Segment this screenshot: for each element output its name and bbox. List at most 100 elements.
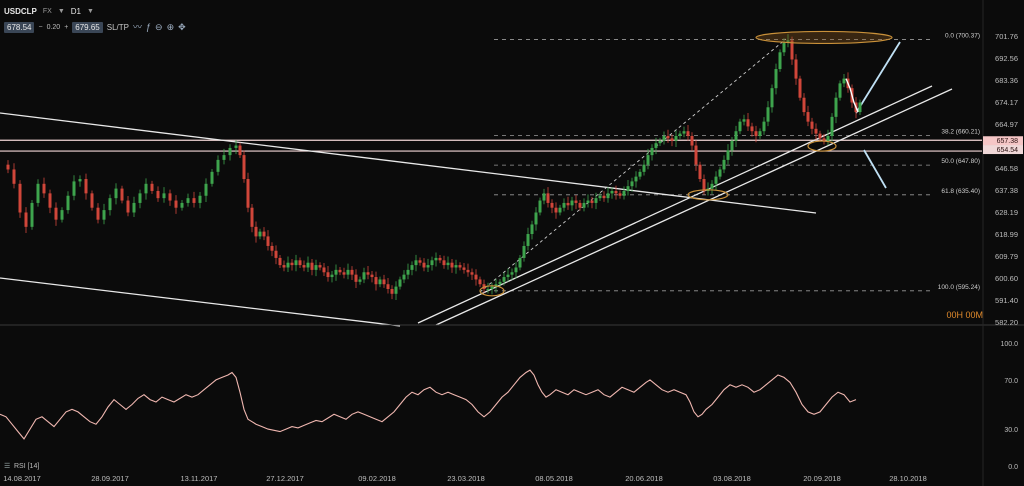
candle-body (204, 183, 208, 196)
candle-body (570, 200, 574, 206)
candle-body (474, 274, 478, 280)
rsi-tick-label: 30.0 (1004, 427, 1018, 434)
zoom-out-icon[interactable]: ⊖ (155, 22, 163, 32)
trade-row: 678.54 − 0.20 + 679.65 SL/TP 〰 ƒ ⊖ ⊕ ✥ (4, 21, 186, 34)
candle-body (126, 200, 130, 213)
candle-body (378, 279, 382, 285)
candle-body (614, 190, 618, 194)
price-tick-label: 628.19 (995, 208, 1018, 217)
instrument-toolbar: USDCLP FX ▼ D1 ▼ 678.54 − 0.20 + 679.65 … (4, 5, 186, 35)
candle-body (138, 193, 142, 203)
candle-body (48, 193, 52, 208)
symbol-name[interactable]: USDCLP (4, 7, 37, 16)
candle-body (102, 210, 106, 220)
candle-body (406, 269, 410, 275)
candle-body (366, 272, 370, 275)
ask-price-button[interactable]: 679.65 (72, 22, 103, 33)
candle-body (858, 102, 862, 113)
candle-body (750, 126, 754, 132)
candle-body (84, 179, 88, 194)
rsi-tick-label: 70.0 (1004, 378, 1018, 385)
indicator-icon[interactable]: ƒ (146, 22, 152, 32)
candle-body (302, 265, 306, 268)
candle-body (630, 181, 634, 187)
candle-body (826, 135, 830, 141)
candle-body (438, 257, 442, 261)
line-chart-icon[interactable]: 〰 (132, 22, 142, 32)
low-highlight-ellipse (479, 285, 505, 297)
candle-body (678, 133, 682, 136)
candle-body (216, 159, 220, 172)
candle-body (12, 169, 16, 184)
candle-body (746, 119, 750, 127)
zoom-in-icon[interactable]: ⊕ (166, 22, 175, 32)
candle-body (594, 198, 598, 203)
candle-body (806, 112, 810, 122)
candle-body (834, 97, 838, 117)
candle-body (168, 193, 172, 201)
rsi-settings-icon[interactable]: ☰ (4, 463, 10, 470)
candle-body (670, 138, 674, 141)
candle-body (42, 183, 46, 194)
candle-body (730, 140, 734, 151)
date-tick-label: 14.08.2017 (3, 474, 41, 483)
decrease-button[interactable]: − (38, 24, 43, 31)
candle-body (682, 131, 686, 134)
candle-body (718, 169, 722, 177)
crosshair-icon[interactable]: ✥ (178, 22, 186, 32)
candle-body (790, 40, 794, 60)
date-tick-label: 28.10.2018 (889, 474, 927, 483)
chevron-down-icon[interactable]: ▼ (57, 8, 65, 15)
candle-body (90, 193, 94, 208)
candle-body (818, 133, 822, 139)
candle-body (274, 250, 278, 258)
candle-body (298, 260, 302, 266)
up-channel-line-2 (435, 88, 953, 326)
candle-body (610, 190, 614, 194)
increase-button[interactable]: + (64, 24, 69, 31)
instrument-row: USDCLP FX ▼ D1 ▼ (4, 5, 186, 18)
candle-body (446, 262, 450, 266)
rsi-label: RSI [14] (14, 463, 39, 470)
candle-body (410, 265, 414, 270)
candle-body (506, 274, 510, 278)
candle-body (54, 207, 58, 220)
candle-body (442, 260, 446, 266)
candle-body (246, 179, 250, 208)
date-tick-label: 03.08.2018 (713, 474, 751, 483)
candle-body (694, 145, 698, 165)
down-trendline-lower (0, 277, 401, 327)
price-marker-upper (983, 136, 1023, 146)
candle-body (430, 260, 434, 266)
price-tick-label: 692.56 (995, 54, 1018, 63)
candle-body (566, 202, 570, 206)
candle-body (766, 107, 770, 122)
candle-body (186, 198, 190, 203)
candle-body (462, 267, 466, 270)
candle-body (228, 147, 232, 156)
bid-price-button[interactable]: 678.54 (4, 22, 35, 33)
candle-body (798, 78, 802, 98)
candle-body (554, 207, 558, 213)
candle-body (394, 286, 398, 294)
spread-value: 0.20 (46, 24, 61, 31)
candle-body (770, 88, 774, 108)
projection-down-line (863, 149, 887, 189)
rsi-tick-label: 100.0 (1000, 341, 1018, 348)
annotations (479, 30, 893, 297)
candle-body (290, 262, 294, 266)
candle-body (538, 200, 542, 213)
candle-body (686, 131, 690, 136)
candle-body (522, 245, 526, 258)
candle-body (674, 135, 678, 141)
timeframe-selector[interactable]: D1 (70, 7, 82, 16)
candle-body (502, 277, 506, 282)
chevron-down-icon[interactable]: ▼ (87, 8, 94, 15)
candle-body (526, 234, 530, 246)
candle-body (374, 277, 378, 285)
candle-body (606, 193, 610, 199)
candle-body (530, 224, 534, 235)
sltp-button[interactable]: SL/TP (106, 23, 129, 32)
candle-body (144, 183, 148, 194)
